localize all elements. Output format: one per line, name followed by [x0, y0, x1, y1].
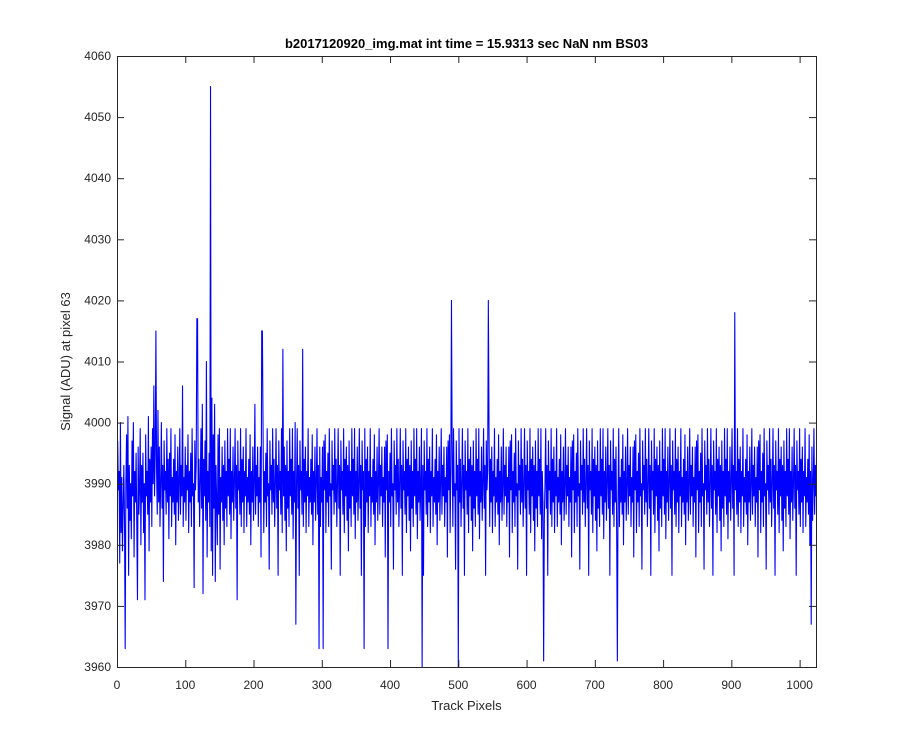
x-tick-label: 200 — [244, 678, 264, 692]
axes-box — [117, 56, 817, 668]
y-axis-label: Signal (ADU) at pixel 63 — [58, 292, 73, 431]
x-tick-label: 600 — [517, 678, 537, 692]
y-tick-label: 4060 — [84, 49, 111, 63]
tick-layer: 0 100 200 300 400 500 600 700 800 900 1000 3960 3970… — [84, 49, 816, 692]
x-tick-label: 900 — [721, 678, 741, 692]
y-tick-label: 4010 — [84, 355, 111, 369]
y-tick-label: 3990 — [84, 477, 111, 491]
x-tick-label: 1000 — [786, 678, 813, 692]
x-tick-label: 300 — [312, 678, 332, 692]
x-axis-label: Track Pixels — [431, 698, 502, 713]
x-tick-label: 500 — [448, 678, 468, 692]
series-line — [117, 86, 816, 667]
y-tick-label: 3970 — [84, 599, 111, 613]
y-tick-label: 4050 — [84, 110, 111, 124]
y-tick-label: 4000 — [84, 416, 111, 430]
y-tick-label: 3960 — [84, 660, 111, 674]
y-tick-label: 3980 — [84, 538, 111, 552]
x-tick-label: 700 — [585, 678, 605, 692]
series-layer — [117, 86, 816, 667]
x-tick-label: 0 — [114, 678, 121, 692]
y-tick-label: 4020 — [84, 293, 111, 307]
x-tick-label: 800 — [653, 678, 673, 692]
chart-title: b2017120920_img.mat int time = 15.9313 s… — [285, 36, 648, 51]
x-tick-label: 400 — [380, 678, 400, 692]
y-tick-label: 4030 — [84, 232, 111, 246]
axes-background — [117, 56, 816, 667]
x-tick-label: 100 — [175, 678, 195, 692]
y-tick-label: 4040 — [84, 171, 111, 185]
